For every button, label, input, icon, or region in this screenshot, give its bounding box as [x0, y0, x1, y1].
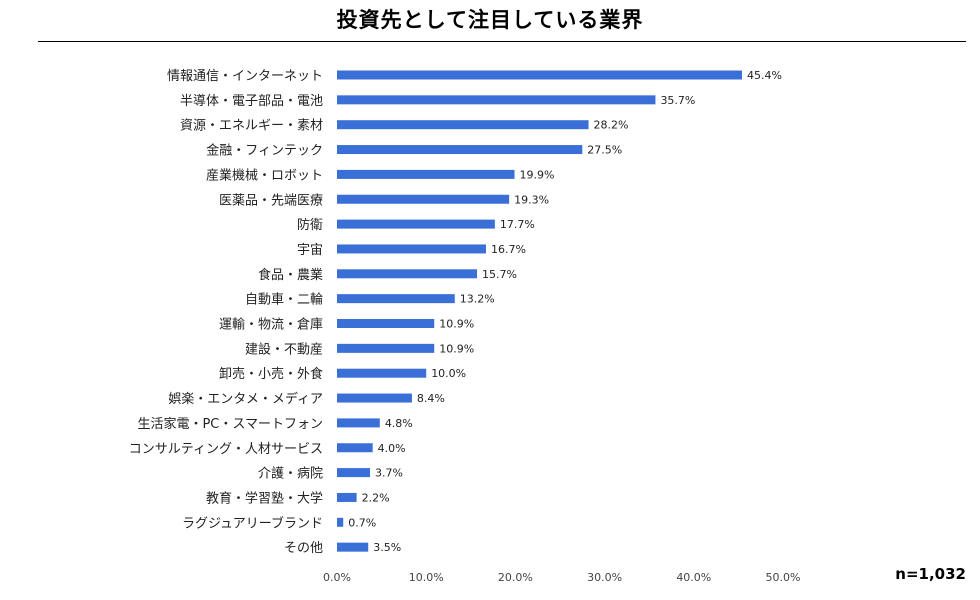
- title-underline: [38, 41, 966, 42]
- bar: [337, 169, 515, 179]
- category-label: 食品・農業: [258, 267, 323, 283]
- bar: [337, 145, 583, 155]
- x-tick-label: 30.0%: [587, 571, 622, 584]
- category-label: 産業機械・ロボット: [206, 167, 323, 183]
- bar: [337, 492, 357, 502]
- category-label: 建設・不動産: [245, 341, 323, 357]
- bar: [337, 443, 373, 453]
- bar: [337, 319, 435, 328]
- bar: [337, 393, 412, 403]
- data-label: 27.5%: [587, 144, 622, 157]
- bar: [337, 269, 478, 279]
- category-label: 運輸・物流・倉庫: [219, 318, 323, 333]
- category-label: 防衛: [297, 217, 323, 233]
- category-label: 半導体・電子部品・電池: [180, 94, 323, 109]
- data-label: 13.2%: [460, 293, 495, 306]
- data-label: 2.2%: [362, 491, 390, 504]
- data-label: 17.7%: [500, 218, 535, 231]
- bar: [337, 194, 510, 204]
- sample-size: n=1,032: [895, 565, 966, 583]
- category-label: 介護・病院: [258, 466, 323, 482]
- bar: [337, 368, 427, 378]
- category-label: コンサルティング・人材サービス: [129, 442, 323, 457]
- data-label: 4.0%: [378, 442, 406, 455]
- category-label: 資源・エネルギー・素材: [180, 119, 323, 134]
- data-label: 8.4%: [417, 392, 445, 405]
- x-tick-label: 10.0%: [409, 571, 444, 584]
- bar: [337, 542, 369, 552]
- category-label: 医薬品・先端医療: [219, 193, 323, 208]
- data-label: 10.9%: [439, 342, 474, 355]
- chart-title: 投資先として注目している業界: [336, 8, 644, 32]
- bar: [337, 468, 371, 478]
- data-label: 15.7%: [482, 268, 517, 281]
- bar: [337, 95, 656, 105]
- bar: [337, 418, 380, 428]
- category-label: その他: [284, 541, 323, 556]
- category-label: 情報通信・インターネット: [167, 69, 323, 84]
- data-label: 10.9%: [439, 318, 474, 331]
- data-label: 28.2%: [594, 119, 629, 132]
- x-tick-label: 20.0%: [498, 571, 533, 584]
- bars: [337, 70, 742, 552]
- bar: [337, 120, 589, 130]
- category-label: 教育・学習塾・大学: [206, 490, 323, 506]
- bar: [337, 294, 455, 304]
- bar: [337, 244, 486, 254]
- category-label: 卸売・小売・外食: [219, 366, 323, 382]
- bar: [337, 70, 742, 80]
- data-label: 35.7%: [660, 94, 695, 107]
- x-tick-label: 50.0%: [766, 571, 801, 584]
- x-tick-label: 0.0%: [323, 571, 351, 584]
- data-label: 19.3%: [514, 193, 549, 206]
- data-label: 10.0%: [431, 367, 466, 380]
- data-label: 45.4%: [747, 69, 782, 82]
- bar: [337, 517, 344, 527]
- category-label: 娯楽・エンタメ・メディア: [168, 391, 323, 407]
- data-label: 0.7%: [348, 516, 376, 529]
- bar: [337, 343, 435, 353]
- data-label: 3.5%: [373, 541, 401, 554]
- category-labels: 情報通信・インターネット半導体・電子部品・電池資源・エネルギー・素材金融・フィン…: [129, 69, 323, 556]
- data-label: 3.7%: [375, 467, 403, 480]
- bar: [337, 219, 495, 229]
- category-label: ラグジュアリーブランド: [182, 515, 323, 531]
- data-labels: 45.4% 35.7% 28.2% 27.5% 19.9% 19.3% 17.7% 16.7%…: [348, 69, 782, 554]
- category-label: 金融・フィンテック: [206, 143, 323, 159]
- data-label: 19.9%: [520, 168, 555, 181]
- data-label: 16.7%: [491, 243, 526, 256]
- category-label: 宇宙: [297, 243, 323, 258]
- category-label: 生活家電・PC・スマートフォン: [137, 416, 323, 432]
- x-axis-ticks: 0.0% 10.0% 20.0% 30.0% 40.0% 50.0%: [323, 571, 800, 584]
- x-tick-label: 40.0%: [676, 571, 711, 584]
- category-label: 自動車・二輪: [245, 292, 323, 308]
- data-label: 4.8%: [385, 417, 413, 430]
